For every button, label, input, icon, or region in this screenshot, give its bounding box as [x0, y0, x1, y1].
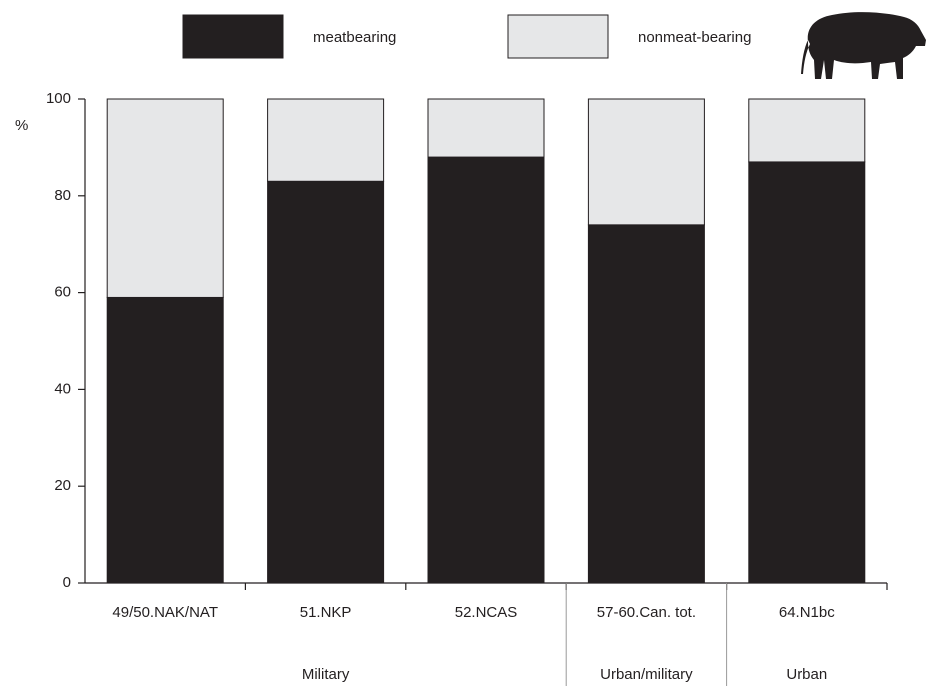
x-tick-label: 52.NCAS — [455, 604, 518, 621]
y-tick-label: 20 — [54, 477, 71, 494]
bar-segment — [427, 156, 545, 584]
x-tick-label: 49/50.NAK/NAT — [112, 604, 218, 621]
y-tick-label: 0 — [63, 574, 71, 591]
bar-segment — [267, 180, 385, 584]
legend-swatch — [507, 14, 609, 59]
x-tick-label: 51.NKP — [300, 604, 352, 621]
group-label: Urban/military — [600, 666, 693, 683]
group-label: Military — [302, 666, 350, 683]
y-tick-label: 80 — [54, 187, 71, 204]
pig-icon — [801, 12, 926, 80]
x-tick-label: 64.N1bc — [779, 604, 835, 621]
bar-segment — [587, 98, 705, 226]
bar-segment — [748, 161, 866, 584]
bar-segment — [267, 98, 385, 182]
legend-label: nonmeat-bearing — [638, 29, 751, 46]
group-label: Urban — [786, 666, 827, 683]
y-axis-label: % — [15, 117, 28, 134]
bar-segment — [587, 224, 705, 584]
y-tick-label: 40 — [54, 380, 71, 397]
legend-swatch — [182, 14, 284, 59]
legend-label: meatbearing — [313, 29, 396, 46]
y-tick-label: 100 — [46, 90, 71, 107]
bar-segment — [748, 98, 866, 163]
bar-segment — [427, 98, 545, 158]
bar-segment — [106, 296, 224, 584]
y-tick-label: 60 — [54, 284, 71, 301]
x-tick-label: 57-60.Can. tot. — [597, 604, 696, 621]
bar-segment — [106, 98, 224, 298]
